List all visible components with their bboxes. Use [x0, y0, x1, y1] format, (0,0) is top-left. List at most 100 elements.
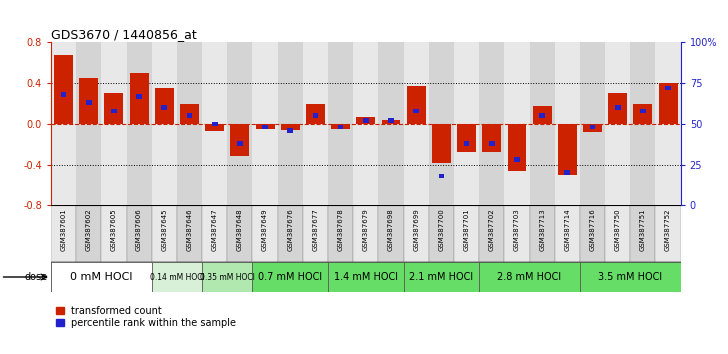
Bar — [454, 205, 479, 262]
Text: GSM387703: GSM387703 — [514, 208, 520, 251]
Bar — [379, 42, 403, 205]
Bar — [381, 120, 400, 124]
Bar — [529, 42, 555, 205]
Text: GSM387676: GSM387676 — [288, 208, 293, 251]
Text: GSM387602: GSM387602 — [86, 208, 92, 251]
Bar — [303, 42, 328, 205]
Bar — [151, 262, 202, 292]
Bar — [605, 42, 630, 205]
Bar — [580, 262, 681, 292]
Bar — [665, 86, 671, 90]
Bar — [655, 42, 681, 205]
Bar — [177, 42, 202, 205]
Bar — [505, 205, 529, 262]
Text: 0.7 mM HOCl: 0.7 mM HOCl — [258, 272, 323, 282]
Bar — [205, 124, 224, 131]
Text: GSM387698: GSM387698 — [388, 208, 394, 251]
Bar — [609, 93, 627, 124]
Text: 2.8 mM HOCl: 2.8 mM HOCl — [497, 272, 561, 282]
Bar — [555, 205, 580, 262]
Bar — [303, 205, 328, 262]
Text: GSM387714: GSM387714 — [564, 208, 570, 251]
Bar — [580, 205, 605, 262]
Bar — [590, 125, 596, 130]
Bar — [328, 205, 353, 262]
Bar — [202, 262, 253, 292]
Bar — [483, 124, 501, 152]
Bar — [212, 122, 218, 126]
Bar — [630, 205, 655, 262]
Bar — [429, 42, 454, 205]
Bar — [659, 83, 678, 124]
Bar — [615, 105, 620, 110]
Bar — [640, 109, 646, 113]
Bar — [388, 118, 394, 123]
Text: GSM387645: GSM387645 — [162, 208, 167, 251]
Bar — [54, 55, 73, 124]
Bar — [60, 92, 66, 97]
Bar — [281, 124, 300, 130]
Text: GSM387751: GSM387751 — [640, 208, 646, 251]
Bar — [227, 42, 253, 205]
Bar — [253, 42, 277, 205]
Bar — [306, 104, 325, 124]
Bar — [630, 42, 655, 205]
Bar — [136, 94, 142, 98]
Bar — [414, 109, 419, 113]
Bar — [529, 205, 555, 262]
Bar — [151, 205, 177, 262]
Bar — [363, 118, 368, 123]
Bar — [583, 124, 602, 132]
Bar — [288, 128, 293, 133]
Text: GSM387606: GSM387606 — [136, 208, 142, 251]
Text: GSM387752: GSM387752 — [665, 208, 671, 251]
Text: GSM387701: GSM387701 — [464, 208, 470, 251]
Bar — [429, 205, 454, 262]
Bar — [403, 205, 429, 262]
Text: GSM387702: GSM387702 — [488, 208, 495, 251]
Bar — [432, 124, 451, 162]
Bar — [633, 104, 652, 124]
Text: 0.35 mM HOCl: 0.35 mM HOCl — [200, 273, 255, 281]
Bar — [479, 205, 505, 262]
Bar — [403, 262, 479, 292]
Bar — [403, 42, 429, 205]
Bar — [605, 205, 630, 262]
Bar — [555, 42, 580, 205]
Bar — [186, 114, 192, 118]
Bar — [162, 105, 167, 110]
Bar — [454, 42, 479, 205]
Bar — [438, 174, 444, 178]
Text: GSM387649: GSM387649 — [262, 208, 268, 251]
Text: GSM387699: GSM387699 — [414, 208, 419, 251]
Bar — [127, 42, 151, 205]
Bar — [180, 104, 199, 124]
Bar — [155, 88, 174, 124]
Text: GSM387648: GSM387648 — [237, 208, 243, 251]
Bar — [328, 262, 403, 292]
Text: 2.1 mM HOCl: 2.1 mM HOCl — [409, 272, 473, 282]
Bar — [479, 42, 505, 205]
Bar — [79, 78, 98, 124]
Bar — [457, 124, 476, 152]
Bar — [262, 125, 268, 130]
Text: GSM387716: GSM387716 — [590, 208, 596, 251]
Bar — [130, 73, 149, 124]
Bar — [464, 141, 470, 146]
Bar — [231, 124, 249, 156]
Text: GDS3670 / 1440856_at: GDS3670 / 1440856_at — [51, 28, 197, 41]
Bar — [379, 205, 403, 262]
Bar — [105, 93, 123, 124]
Bar — [533, 105, 552, 124]
Bar — [357, 117, 375, 124]
Bar — [277, 205, 303, 262]
Text: 0.14 mM HOCl: 0.14 mM HOCl — [149, 273, 205, 281]
Bar — [51, 42, 76, 205]
Bar — [479, 262, 580, 292]
Bar — [353, 205, 379, 262]
Bar — [505, 42, 529, 205]
Bar — [127, 205, 151, 262]
Bar — [101, 42, 127, 205]
Text: 3.5 mM HOCl: 3.5 mM HOCl — [598, 272, 662, 282]
Bar — [111, 109, 116, 113]
